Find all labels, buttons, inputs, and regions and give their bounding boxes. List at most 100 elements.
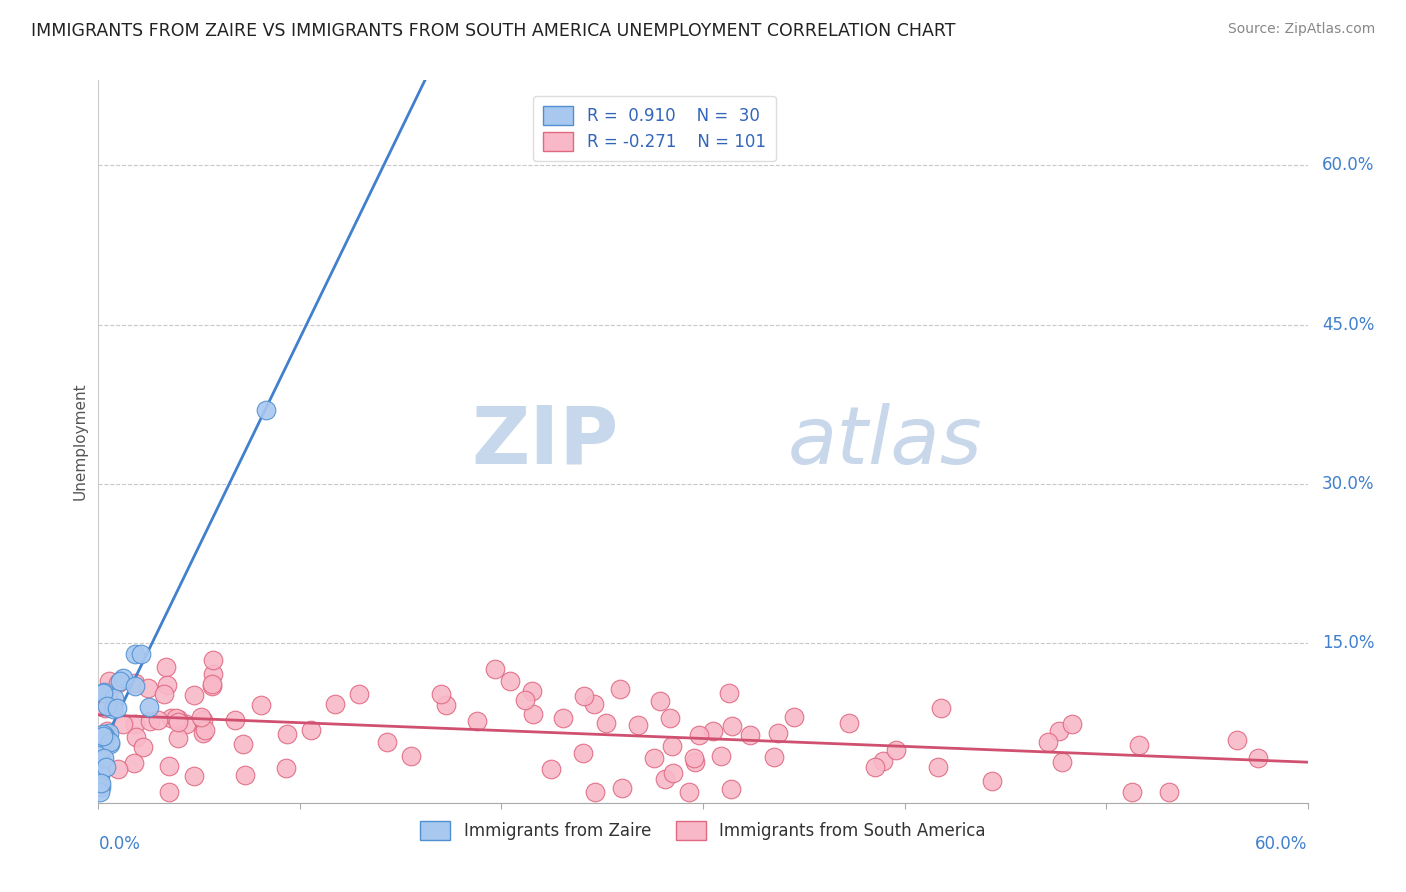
Point [720,782,742,797]
Point [717,686,740,700]
Point [132,739,155,754]
Point [157,785,180,799]
Point [122,756,145,770]
Point [683,755,706,769]
Point [522,683,544,698]
Point [98,735,121,749]
Point [233,768,256,782]
Point [94,701,117,715]
Text: 45.0%: 45.0% [1322,316,1375,334]
Point [138,700,160,714]
Point [89,785,111,799]
Point [886,743,908,757]
Point [720,719,742,733]
Point [434,698,457,712]
Point [688,728,710,742]
Point [103,691,125,706]
Point [1060,716,1083,731]
Point [254,402,277,417]
Point [156,678,179,692]
Point [872,754,894,768]
Legend: Immigrants from Zaire, Immigrants from South America: Immigrants from Zaire, Immigrants from S… [413,814,993,847]
Point [111,671,134,685]
Point [191,726,214,740]
Point [201,667,224,681]
Point [981,773,1004,788]
Point [375,734,398,748]
Point [702,724,724,739]
Point [276,727,298,741]
Text: Source: ZipAtlas.com: Source: ZipAtlas.com [1227,22,1375,37]
Point [678,785,700,799]
Point [97,673,120,688]
Point [465,714,488,729]
Point [1121,785,1143,799]
Point [157,759,180,773]
Point [595,716,617,731]
Point [583,697,606,711]
Point [107,676,129,690]
Point [499,673,522,688]
Point [1247,751,1270,765]
Point [232,737,254,751]
Point [1047,723,1070,738]
Point [89,748,111,763]
Point [763,750,786,764]
Point [682,750,704,764]
Point [160,711,183,725]
Point [103,702,125,716]
Text: 60.0%: 60.0% [1322,156,1375,174]
Point [609,682,631,697]
Point [572,689,595,703]
Point [146,714,169,728]
Point [250,698,273,712]
Point [783,710,806,724]
Point [96,731,118,746]
Point [1050,755,1073,769]
Text: IMMIGRANTS FROM ZAIRE VS IMMIGRANTS FROM SOUTH AMERICA UNEMPLOYMENT CORRELATION : IMMIGRANTS FROM ZAIRE VS IMMIGRANTS FROM… [31,22,956,40]
Text: 0.0%: 0.0% [98,835,141,854]
Point [551,711,574,725]
Point [136,681,159,695]
Point [276,761,298,775]
Point [89,767,111,781]
Y-axis label: Unemployment: Unemployment [72,383,87,500]
Point [1226,733,1249,747]
Point [430,687,453,701]
Point [89,766,111,780]
Point [90,730,112,744]
Point [1036,734,1059,748]
Point [399,748,422,763]
Point [661,739,683,753]
Point [183,688,205,702]
Text: 15.0%: 15.0% [1322,634,1375,652]
Point [612,781,634,796]
Point [190,710,212,724]
Point [484,662,506,676]
Point [90,780,112,794]
Point [583,785,606,799]
Point [112,717,135,731]
Point [522,707,544,722]
Point [139,714,162,729]
Point [929,701,952,715]
Point [98,726,121,740]
Point [91,729,114,743]
Point [155,659,177,673]
Point [94,760,117,774]
Point [325,698,347,712]
Point [627,718,650,732]
Point [91,685,114,699]
Point [129,647,152,661]
Point [659,711,682,725]
Point [540,762,562,776]
Point [201,653,224,667]
Point [96,723,118,738]
Point [96,699,118,714]
Point [165,711,187,725]
Point [201,677,224,691]
Point [863,760,886,774]
Point [662,766,685,780]
Point [124,717,146,731]
Point [838,715,860,730]
